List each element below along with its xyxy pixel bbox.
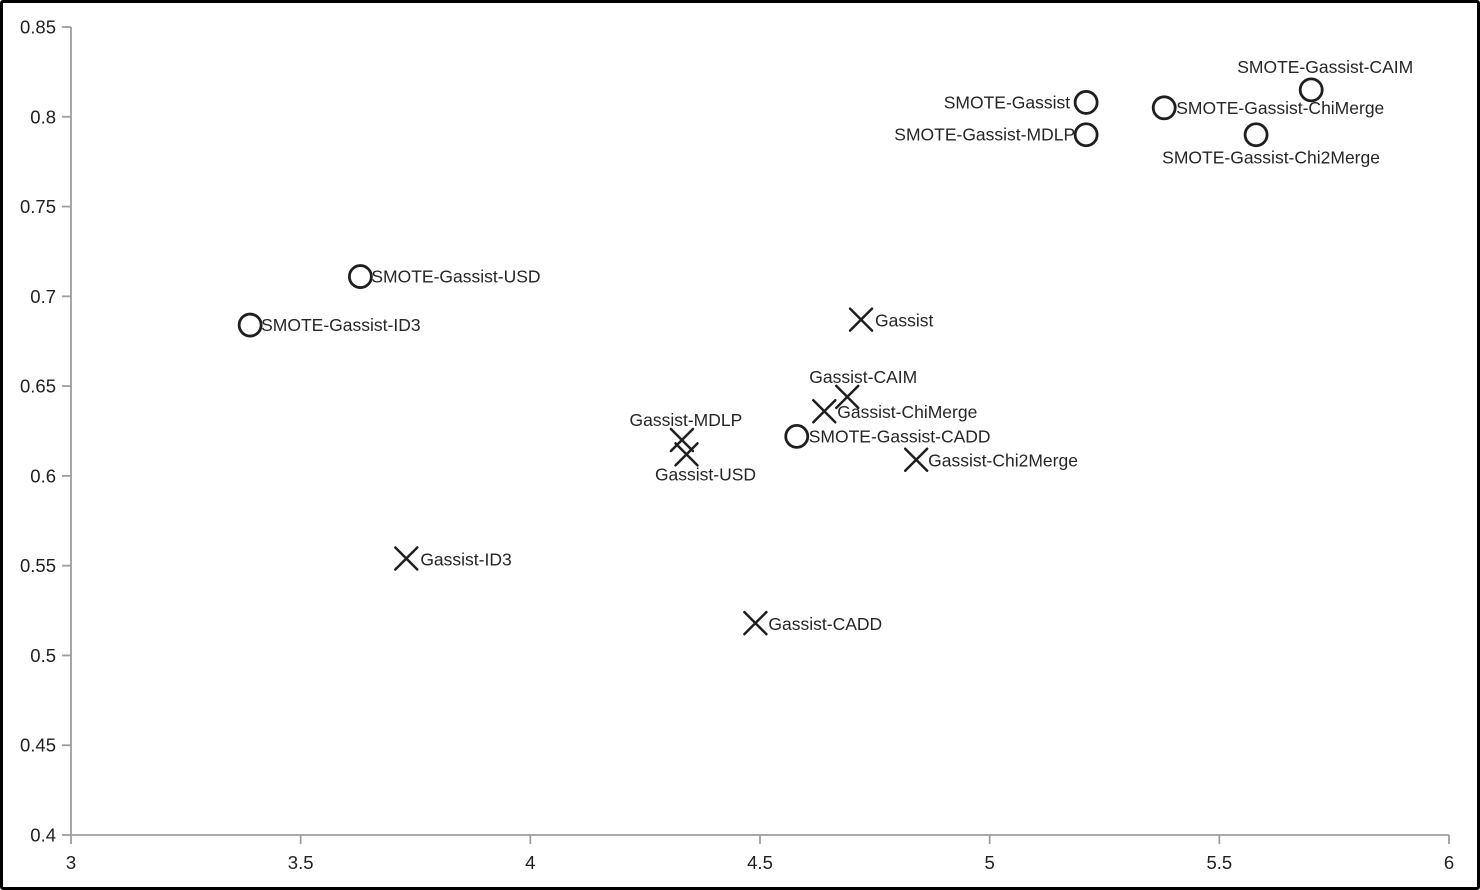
data-point-label: Gassist xyxy=(875,311,933,331)
data-point-x-marker xyxy=(743,610,768,636)
x-tick-label: 3 xyxy=(66,852,76,873)
data-point-circle-marker xyxy=(1298,77,1324,103)
data-point-circle-marker xyxy=(1243,122,1269,148)
data-point-label: Gassist-MDLP xyxy=(630,410,743,430)
data-point-label: Gassist-CAIM xyxy=(809,367,917,387)
data-point-label: SMOTE-Gassist-CADD xyxy=(809,426,991,446)
data-point-x-marker xyxy=(903,447,929,472)
x-tick-label: 5.5 xyxy=(1206,852,1232,873)
y-tick-label: 0.8 xyxy=(30,106,56,127)
data-point-circle-marker xyxy=(347,264,373,289)
x-tick-label: 4 xyxy=(525,852,535,873)
x-tick-label: 3.5 xyxy=(288,852,314,873)
data-point-x-marker xyxy=(812,398,837,424)
data-point-x-marker xyxy=(394,546,419,571)
data-point-circle-marker xyxy=(784,423,810,449)
data-point-label: Gassist-ChiMerge xyxy=(837,402,977,422)
x-tick-label: 4.5 xyxy=(747,852,773,873)
data-point-circle-marker xyxy=(237,312,263,338)
data-point-label: Gassist-USD xyxy=(655,464,756,484)
data-point-label: SMOTE-Gassist-MDLP xyxy=(894,125,1075,145)
data-point-label: Gassist-Chi2Merge xyxy=(928,451,1078,471)
data-point-label: SMOTE-Gassist-ID3 xyxy=(261,315,420,335)
data-point-label: SMOTE-Gassist-ChiMerge xyxy=(1176,98,1384,118)
y-tick-label: 0.65 xyxy=(20,376,56,397)
data-point-label: SMOTE-Gassist xyxy=(944,92,1071,112)
data-point-x-marker xyxy=(835,384,860,410)
data-point-circle-marker xyxy=(1151,95,1177,121)
data-point-circle-marker xyxy=(1073,90,1099,115)
x-tick-label: 5 xyxy=(985,852,995,873)
data-point-label: SMOTE-Gassist-CAIM xyxy=(1237,57,1413,77)
x-tick-label: 6 xyxy=(1444,852,1454,873)
data-point-x-marker xyxy=(674,442,699,467)
y-tick-label: 0.45 xyxy=(20,735,56,756)
data-point-circle-marker xyxy=(1073,122,1099,148)
y-tick-label: 0.75 xyxy=(20,196,56,217)
y-tick-label: 0.55 xyxy=(20,555,56,576)
scatter-plot: 3 3.5 4 4.5 5 5.5 6 0.85 0.8 0.75 0.7 0.65 0.6 0.55 0.… xyxy=(20,17,1454,874)
y-tick-label: 0.5 xyxy=(30,645,56,666)
data-point-label: Gassist-ID3 xyxy=(420,549,511,569)
y-tick-label: 0.6 xyxy=(30,465,56,486)
data-point-label: SMOTE-Gassist-USD xyxy=(371,267,540,287)
data-point-x-marker xyxy=(669,427,695,453)
data-point-label: Gassist-CADD xyxy=(768,614,882,634)
y-tick-label: 0.85 xyxy=(20,17,56,38)
y-tick-label: 0.7 xyxy=(30,286,56,307)
data-point-x-marker xyxy=(848,307,874,332)
y-tick-label: 0.4 xyxy=(30,825,56,846)
data-point-label: SMOTE-Gassist-Chi2Merge xyxy=(1162,148,1380,168)
